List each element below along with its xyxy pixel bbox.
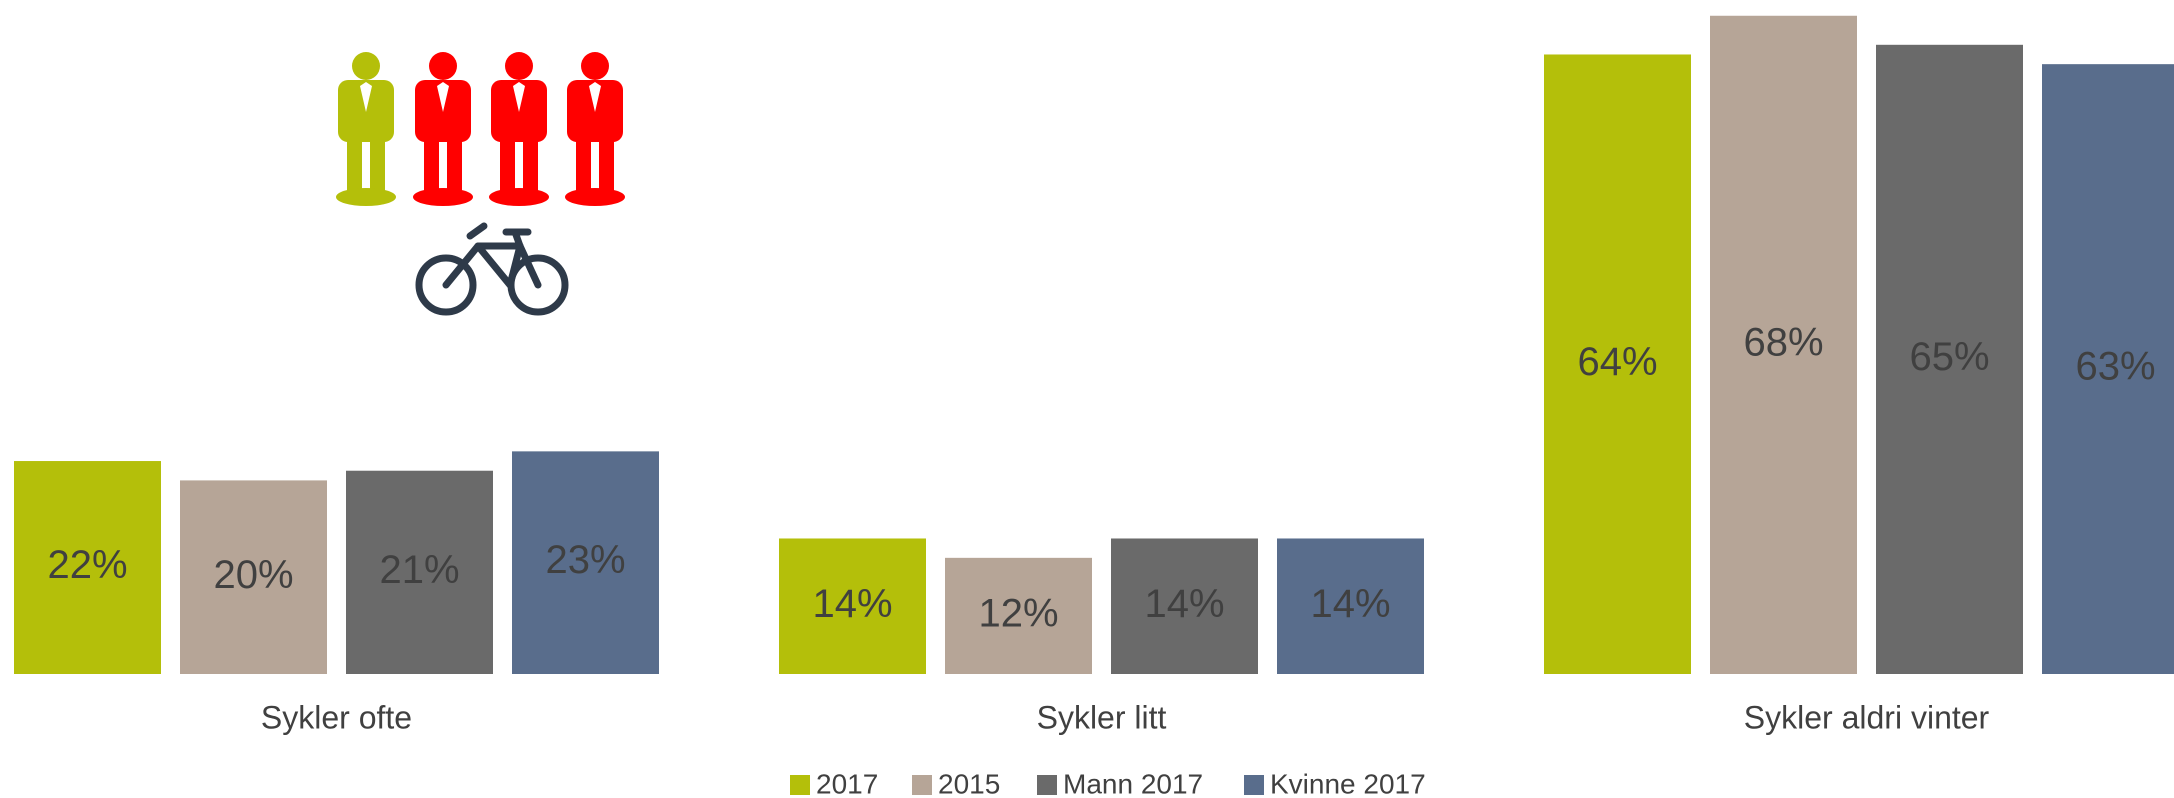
value-label: 21% bbox=[379, 548, 459, 592]
legend-label: 2015 bbox=[938, 768, 1000, 798]
value-label: 14% bbox=[1310, 582, 1390, 626]
category-label: Sykler ofte bbox=[261, 699, 412, 735]
legend-swatch bbox=[1244, 775, 1264, 795]
bar bbox=[945, 557, 1092, 674]
value-label: 22% bbox=[47, 543, 127, 587]
value-label: 12% bbox=[978, 591, 1058, 635]
legend-label: 2017 bbox=[816, 768, 878, 798]
people-icon bbox=[336, 52, 625, 206]
bar bbox=[1710, 15, 1857, 674]
bar bbox=[1277, 538, 1424, 674]
category-label: Sykler aldri vinter bbox=[1744, 699, 1990, 735]
legend-label: Mann 2017 bbox=[1063, 768, 1203, 798]
value-label: 14% bbox=[1144, 582, 1224, 626]
value-label: 63% bbox=[2075, 345, 2155, 389]
legend-swatch bbox=[1037, 775, 1057, 795]
value-label: 68% bbox=[1743, 320, 1823, 364]
category-label: Sykler litt bbox=[1037, 699, 1167, 735]
legend-swatch bbox=[790, 775, 810, 795]
value-label: 65% bbox=[1909, 335, 1989, 379]
value-label: 20% bbox=[213, 553, 293, 597]
value-label: 14% bbox=[812, 582, 892, 626]
bar bbox=[2042, 64, 2174, 674]
bar bbox=[1876, 44, 2023, 675]
bar bbox=[1111, 538, 1258, 674]
value-label: 23% bbox=[545, 538, 625, 582]
bike-icon bbox=[415, 222, 569, 316]
bar bbox=[1544, 54, 1691, 675]
bar bbox=[346, 470, 493, 674]
value-label: 64% bbox=[1577, 340, 1657, 384]
bar bbox=[14, 461, 161, 674]
bar bbox=[779, 538, 926, 674]
bar bbox=[512, 451, 659, 674]
legend-swatch bbox=[912, 775, 932, 795]
bar bbox=[180, 480, 327, 674]
legend-label: Kvinne 2017 bbox=[1270, 768, 1426, 798]
